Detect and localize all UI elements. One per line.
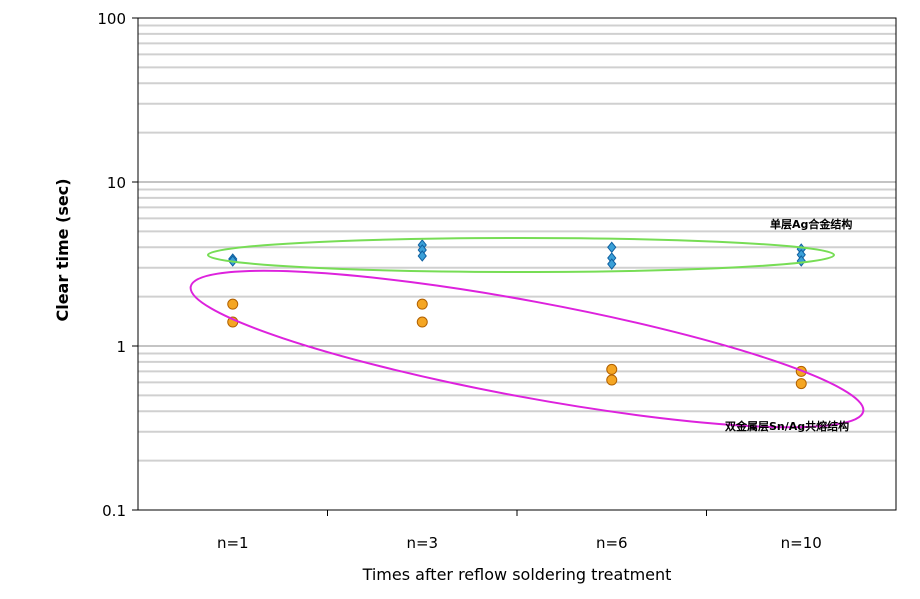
data-point-circle (795, 378, 807, 390)
x-tick-label: n=6 (596, 534, 628, 552)
data-point-circle (606, 374, 618, 386)
data-point-diamond (607, 241, 617, 254)
y-tick-label: 1 (116, 338, 126, 356)
data-point-circle (416, 316, 428, 328)
data-point-diamond (607, 258, 617, 270)
data-point-diamond (796, 255, 806, 267)
x-tick-label: n=3 (406, 534, 438, 552)
data-point-circle (606, 363, 618, 375)
y-axis-label: Clear time (sec) (53, 178, 72, 321)
annotation-ellipse-green (207, 237, 835, 273)
annotation-label-1: 单层Ag合金结构 (770, 217, 852, 231)
data-point-circle (227, 298, 239, 310)
data-point-diamond (417, 250, 427, 262)
data-point-circle (416, 298, 428, 310)
x-tick-label: n=10 (781, 534, 822, 552)
x-axis-label: Times after reflow soldering treatment (362, 565, 672, 584)
annotation-label-2: 双金属层Sn/Ag共熔结构 (725, 419, 849, 433)
y-tick-label: 100 (97, 10, 126, 28)
x-tick-label: n=1 (217, 534, 249, 552)
y-tick-label: 0.1 (102, 502, 126, 520)
y-tick-label: 10 (107, 174, 126, 192)
annotation-ellipse-magenta (189, 269, 865, 429)
